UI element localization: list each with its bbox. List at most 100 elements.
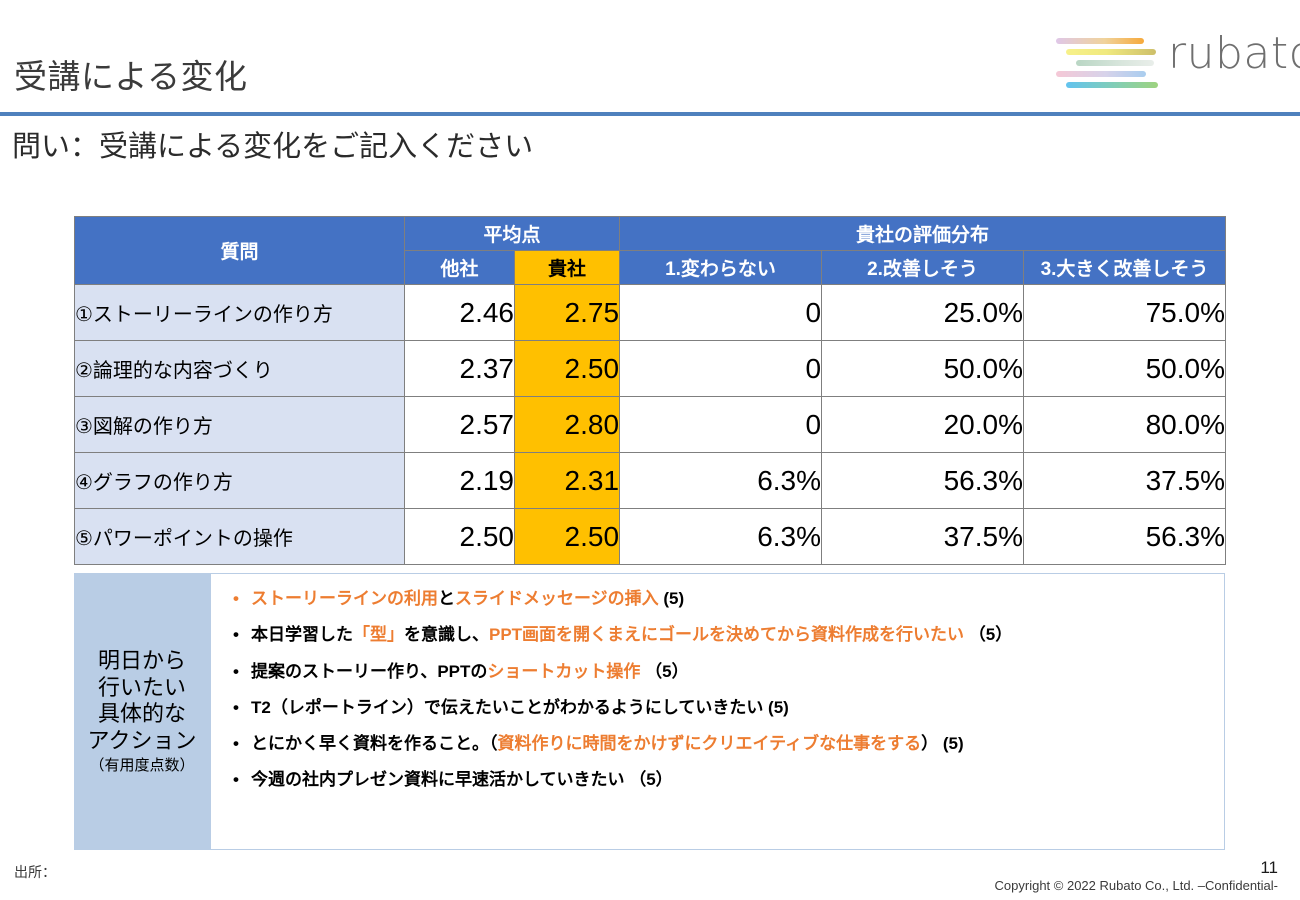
action-bullet-segment: ショートカット操作 — [487, 661, 641, 681]
action-bullet-segment: （5） — [640, 661, 689, 681]
row-dist-3: 56.3% — [1023, 508, 1227, 565]
header-others: 他社 — [404, 250, 515, 285]
row-dist-3: 50.0% — [1023, 340, 1227, 397]
table-header-sub-row: 他社 貴社 1.変わらない 2.改善しそう 3.大きく改善しそう — [75, 250, 1227, 285]
action-bullet-item: • とにかく早く資料を作ること。（資料作りに時間をかけずにクリエイティブな仕事をす… — [221, 733, 1212, 754]
page-subtitle: 問い：受講による変化をご記入ください — [12, 131, 534, 163]
row-question: ④グラフの作り方 — [74, 452, 405, 509]
action-bullet-text: ストーリーラインの利用とスライドメッセージの挿入 (5) — [251, 588, 1212, 609]
row-your-company: 2.50 — [513, 508, 621, 565]
header-distribution: 貴社の評価分布 — [619, 216, 1227, 251]
header-dist-3: 3.大きく改善しそう — [1023, 250, 1227, 285]
logo-bars-icon — [1044, 36, 1159, 88]
row-dist-1: 0 — [619, 396, 823, 453]
action-bullet-item: • T2（レポートライン）で伝えたいことがわかるようにしていきたい (5) — [221, 697, 1212, 718]
row-your-company: 2.50 — [513, 340, 621, 397]
row-question: ①ストーリーラインの作り方 — [74, 284, 405, 341]
table-row: ③図解の作り方 2.57 2.80 0 20.0% 80.0% — [74, 396, 1227, 453]
row-your-company: 2.31 — [513, 452, 621, 509]
action-bullet-segment: スライドメッセージの挿入 — [455, 589, 659, 608]
action-section: 明日から 行いたい 具体的な アクション （有用度点数） • ストーリーラインの利… — [74, 573, 1225, 850]
table-row: ①ストーリーラインの作り方 2.46 2.75 0 25.0% 75.0% — [74, 284, 1227, 341]
logo-wordmark: rubato — [1168, 28, 1300, 79]
action-bullet-item: • 今週の社内プレゼン資料に早速活かしていきたい （5） — [221, 769, 1212, 790]
action-bullet-item: • ストーリーラインの利用とスライドメッセージの挿入 (5) — [221, 588, 1212, 609]
footer-copyright: Copyright © 2022 Rubato Co., Ltd. –Confi… — [994, 878, 1278, 893]
action-bullet-segment: 資料作りに時間をかけずにクリエイティブな仕事をする — [497, 734, 922, 753]
action-label-sub: （有用度点数） — [89, 757, 195, 774]
row-dist-3: 75.0% — [1023, 284, 1227, 341]
action-label-line-3: アクション — [87, 728, 197, 754]
row-dist-1: 6.3% — [619, 452, 823, 509]
action-bullet-segment: ） (5) — [921, 734, 964, 753]
header-question: 質問 — [74, 216, 405, 285]
row-dist-3: 37.5% — [1023, 452, 1227, 509]
action-bullet-segment: 「型」 — [353, 625, 404, 645]
action-label-line-0: 明日から — [97, 647, 186, 673]
row-dist-3: 80.0% — [1023, 396, 1227, 453]
row-others: 2.19 — [404, 452, 515, 509]
action-bullet-text: とにかく早く資料を作ること。（資料作りに時間をかけずにクリエイティブな仕事をする… — [251, 733, 1212, 754]
row-dist-1: 0 — [619, 284, 823, 341]
header-dist-1: 1.変わらない — [619, 250, 823, 285]
row-dist-2: 56.3% — [821, 452, 1025, 509]
table-header-group-row: 質問 平均点 貴社の評価分布 — [74, 216, 1227, 285]
row-dist-1: 6.3% — [619, 508, 823, 565]
action-bullet-segment: 本日学習した — [251, 625, 353, 645]
row-question: ②論理的な内容づくり — [74, 340, 405, 397]
bullet-marker-icon: • — [233, 589, 239, 608]
logo-bar-4 — [1056, 71, 1146, 77]
action-bullet-list: • ストーリーラインの利用とスライドメッセージの挿入 (5) • 本日学習した「型」を… — [210, 573, 1225, 850]
action-section-label: 明日から 行いたい 具体的な アクション （有用度点数） — [74, 573, 210, 850]
title-divider — [0, 112, 1300, 116]
action-label-line-1: 行いたい — [97, 674, 186, 700]
action-bullet-segment: 今週の社内プレゼン資料に早速活かしていきたい （5） — [251, 770, 673, 790]
action-bullet-text: T2（レポートライン）で伝えたいことがわかるようにしていきたい (5) — [251, 697, 1212, 718]
action-bullet-text: 本日学習した「型」を意識し、PPT画面を開くまえにゴールを決めてから資料作成を行… — [251, 624, 1212, 645]
footer-source-label: 出所： — [14, 864, 56, 880]
action-bullet-text: 今週の社内プレゼン資料に早速活かしていきたい （5） — [251, 769, 1212, 790]
bullet-marker-icon: • — [233, 625, 239, 645]
bullet-marker-icon: • — [233, 697, 239, 717]
bullet-marker-icon: • — [233, 734, 239, 753]
action-bullet-segment: T2（レポートライン）で伝えたいことがわかるようにしていきたい (5) — [251, 697, 789, 717]
results-table: 質問 平均点 貴社の評価分布 他社 貴社 1.変わらない 2.改善しそう 3.大… — [74, 216, 1227, 565]
action-bullet-segment: ストーリーラインの利用 — [251, 589, 438, 608]
logo-bar-3 — [1076, 60, 1154, 66]
action-bullet-segment: (5) — [658, 589, 685, 608]
bullet-marker-icon: • — [233, 770, 239, 790]
action-bullet-item: • 提案のストーリー作り、PPTのショートカット操作 （5） — [221, 661, 1212, 682]
row-your-company: 2.75 — [513, 284, 621, 341]
table-row: ④グラフの作り方 2.19 2.31 6.3% 56.3% 37.5% — [74, 452, 1227, 509]
header-your-company: 貴社 — [513, 250, 621, 285]
row-dist-1: 0 — [619, 340, 823, 397]
header-dist-2: 2.改善しそう — [821, 250, 1025, 285]
action-bullet-segment: を意識し、 — [404, 625, 489, 645]
action-bullet-segment: 提案のストーリー作り、PPTの — [251, 661, 488, 681]
table-row: ⑤パワーポイントの操作 2.50 2.50 6.3% 37.5% 56.3% — [74, 508, 1227, 565]
logo-bar-1 — [1056, 38, 1144, 44]
row-others: 2.37 — [404, 340, 515, 397]
row-dist-2: 25.0% — [821, 284, 1025, 341]
row-dist-2: 50.0% — [821, 340, 1025, 397]
action-bullet-segment: PPT画面を開くまえにゴールを決めてから資料作成を行いたい — [489, 625, 965, 645]
action-bullet-item: • 本日学習した「型」を意識し、PPT画面を開くまえにゴールを決めてから資料作成を… — [221, 624, 1212, 645]
logo-bar-2 — [1066, 49, 1156, 55]
rubato-logo: rubato — [1044, 28, 1300, 92]
action-bullet-segment: とにかく早く資料を作ること。（ — [251, 734, 498, 753]
action-bullet-segment: （5） — [964, 625, 1013, 645]
table-row: ②論理的な内容づくり 2.37 2.50 0 50.0% 50.0% — [74, 340, 1227, 397]
logo-bar-5 — [1066, 82, 1158, 88]
row-others: 2.57 — [404, 396, 515, 453]
action-bullet-text: 提案のストーリー作り、PPTのショートカット操作 （5） — [251, 661, 1212, 682]
action-label-line-2: 具体的な — [97, 701, 186, 727]
page-title: 受講による変化 — [14, 58, 248, 95]
row-others: 2.46 — [404, 284, 515, 341]
row-question: ③図解の作り方 — [74, 396, 405, 453]
bullet-marker-icon: • — [233, 661, 239, 681]
header-average: 平均点 — [403, 216, 621, 251]
action-bullet-segment: と — [438, 589, 455, 608]
row-your-company: 2.80 — [513, 396, 621, 453]
row-others: 2.50 — [404, 508, 515, 565]
row-dist-2: 20.0% — [821, 396, 1025, 453]
